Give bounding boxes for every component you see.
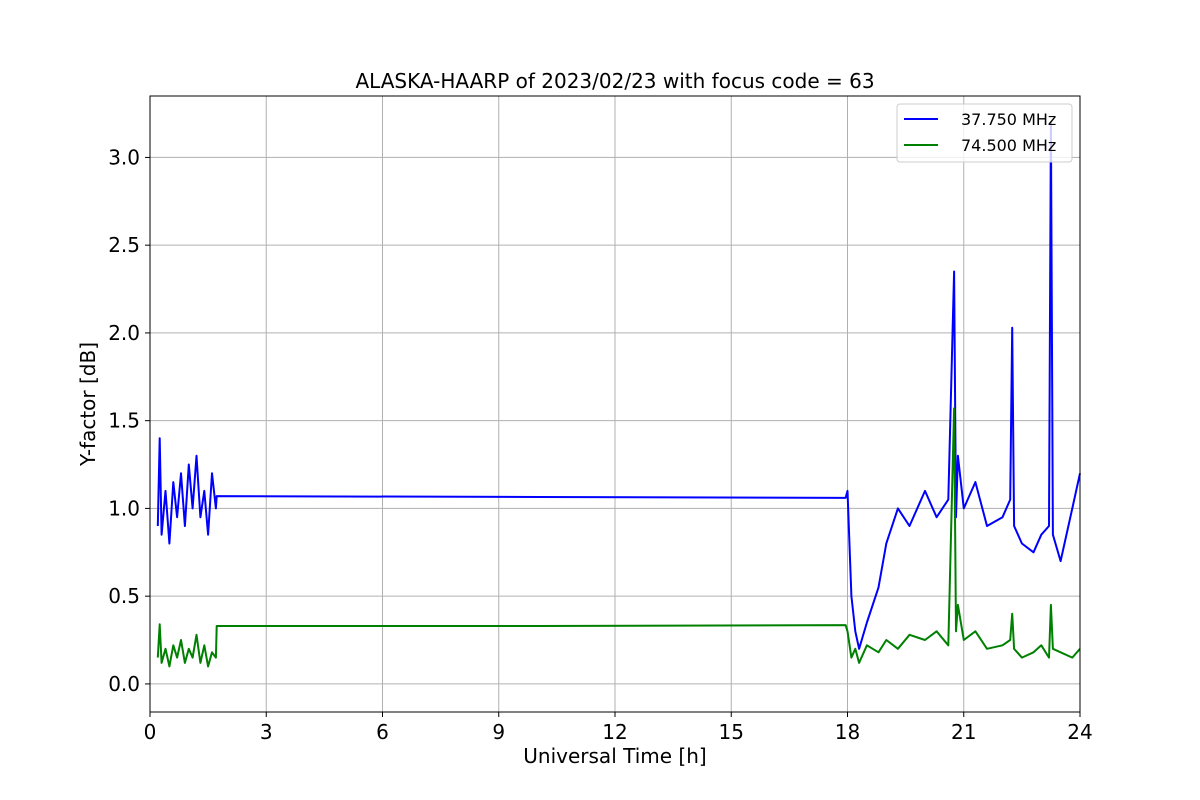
legend-label-74500: 74.500 MHz bbox=[961, 136, 1056, 155]
x-axis-ticks: 0 3 6 9 12 15 18 21 24 bbox=[144, 712, 1093, 744]
x-tick-label: 0 bbox=[144, 720, 157, 744]
y-tick-label: 0.5 bbox=[108, 584, 140, 608]
y-tick-label: 3.0 bbox=[108, 145, 140, 169]
y-axis-ticks: 0.0 0.5 1.0 1.5 2.0 2.5 3.0 bbox=[108, 145, 150, 696]
x-tick-label: 24 bbox=[1067, 720, 1092, 744]
x-tick-label: 3 bbox=[260, 720, 273, 744]
x-tick-label: 9 bbox=[492, 720, 505, 744]
x-tick-label: 12 bbox=[602, 720, 627, 744]
y-tick-label: 0.0 bbox=[108, 672, 140, 696]
x-tick-label: 6 bbox=[376, 720, 389, 744]
y-tick-label: 2.0 bbox=[108, 321, 140, 345]
x-tick-label: 21 bbox=[951, 720, 976, 744]
legend: 37.750 MHz 74.500 MHz bbox=[896, 103, 1073, 163]
x-tick-label: 18 bbox=[835, 720, 860, 744]
chart-title: ALASKA-HAARP of 2023/02/23 with focus co… bbox=[355, 69, 874, 93]
series-line-0 bbox=[156, 121, 1081, 650]
y-tick-label: 1.0 bbox=[108, 496, 140, 520]
legend-box bbox=[896, 103, 1073, 163]
y-axis-label: Y-factor [dB] bbox=[76, 342, 100, 467]
y-tick-label: 2.5 bbox=[108, 233, 140, 257]
y-tick-label: 1.5 bbox=[108, 409, 140, 433]
series-lines bbox=[156, 121, 1081, 668]
series-line-1 bbox=[156, 407, 1081, 668]
legend-label-37750: 37.750 MHz bbox=[961, 110, 1056, 129]
x-axis-label: Universal Time [h] bbox=[523, 744, 706, 768]
x-tick-label: 15 bbox=[719, 720, 744, 744]
